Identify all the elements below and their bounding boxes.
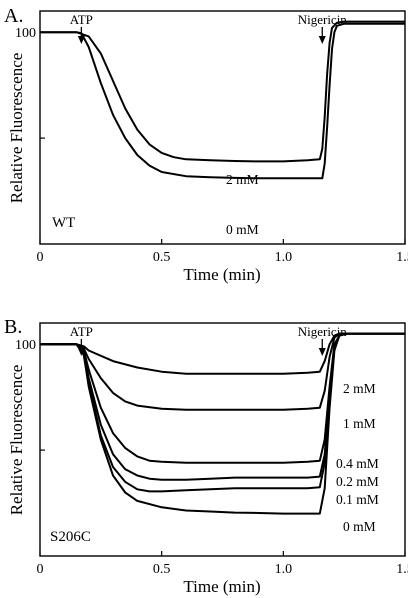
panel-b-series: 2 mM 1 mM 0.4 mM 0.2 mM 0.1 mM 0 mM: [40, 332, 405, 534]
x-tick-label: 1.5: [396, 562, 408, 577]
x-tick-label: 0: [37, 562, 44, 577]
panel-b: B. Relative Fluorescence Time (min) S206…: [4, 316, 408, 596]
annotation-label: Nigericin: [298, 12, 348, 27]
panel-a-series: 0 mM 2 mM: [40, 20, 405, 237]
series-label: 2 mM: [343, 381, 376, 396]
panel-b-x-axis-title: Time (min): [183, 577, 260, 596]
x-tick-label: 0.5: [153, 250, 171, 265]
series-line: [40, 332, 405, 411]
panel-b-y-axis-title: Relative Fluorescence: [7, 365, 26, 516]
x-tick-label: 1.5: [396, 250, 408, 265]
panel-b-plot-frame: [39, 322, 406, 557]
series-label: 0.4 mM: [336, 456, 379, 471]
panel-b-ticks: 0 0.5 1.0 1.5 100: [15, 338, 408, 577]
panel-a-plot-frame: [39, 10, 406, 245]
annotation-arrowhead: [77, 36, 85, 44]
series-label: 0 mM: [343, 519, 376, 534]
panel-b-inset-label: S206C: [50, 529, 91, 545]
series-label: 0.2 mM: [336, 474, 379, 489]
panel-b-annotations: ATP Nigericin: [70, 324, 348, 356]
panel-a-annotations: ATP Nigericin: [70, 12, 348, 44]
x-tick-label: 0: [37, 250, 44, 265]
panel-a-letter: A.: [4, 5, 23, 27]
x-tick-label: 1.0: [275, 562, 293, 577]
series-label: 2 mM: [226, 172, 259, 187]
series-label: 0.1 mM: [336, 492, 379, 507]
y-tick-label: 100: [15, 338, 36, 353]
panel-a-y-axis-title: Relative Fluorescence: [7, 53, 26, 204]
series-line: [40, 20, 405, 163]
annotation-label: ATP: [70, 324, 93, 339]
annotation-arrowhead: [318, 36, 326, 44]
annotation-label: ATP: [70, 12, 93, 27]
x-tick-label: 0.5: [153, 562, 171, 577]
series-line: [40, 332, 405, 515]
panel-a-inset-label: WT: [52, 215, 75, 231]
panel-b-letter: B.: [4, 316, 22, 338]
annotation-arrowhead: [77, 348, 85, 356]
y-tick-label: 100: [15, 26, 36, 41]
series-label: 0 mM: [226, 222, 259, 237]
panel-a-ticks: 0 0.5 1.0 1.5 100: [15, 26, 408, 265]
annotation-arrowhead: [318, 348, 326, 356]
x-tick-label: 1.0: [275, 250, 293, 265]
series-line: [40, 22, 405, 180]
panel-a-x-axis-title: Time (min): [183, 265, 260, 284]
panel-a: A. Relative Fluorescence Time (min) WT 0…: [4, 5, 408, 284]
series-label: 1 mM: [343, 416, 376, 431]
annotation-label: Nigericin: [298, 324, 348, 339]
